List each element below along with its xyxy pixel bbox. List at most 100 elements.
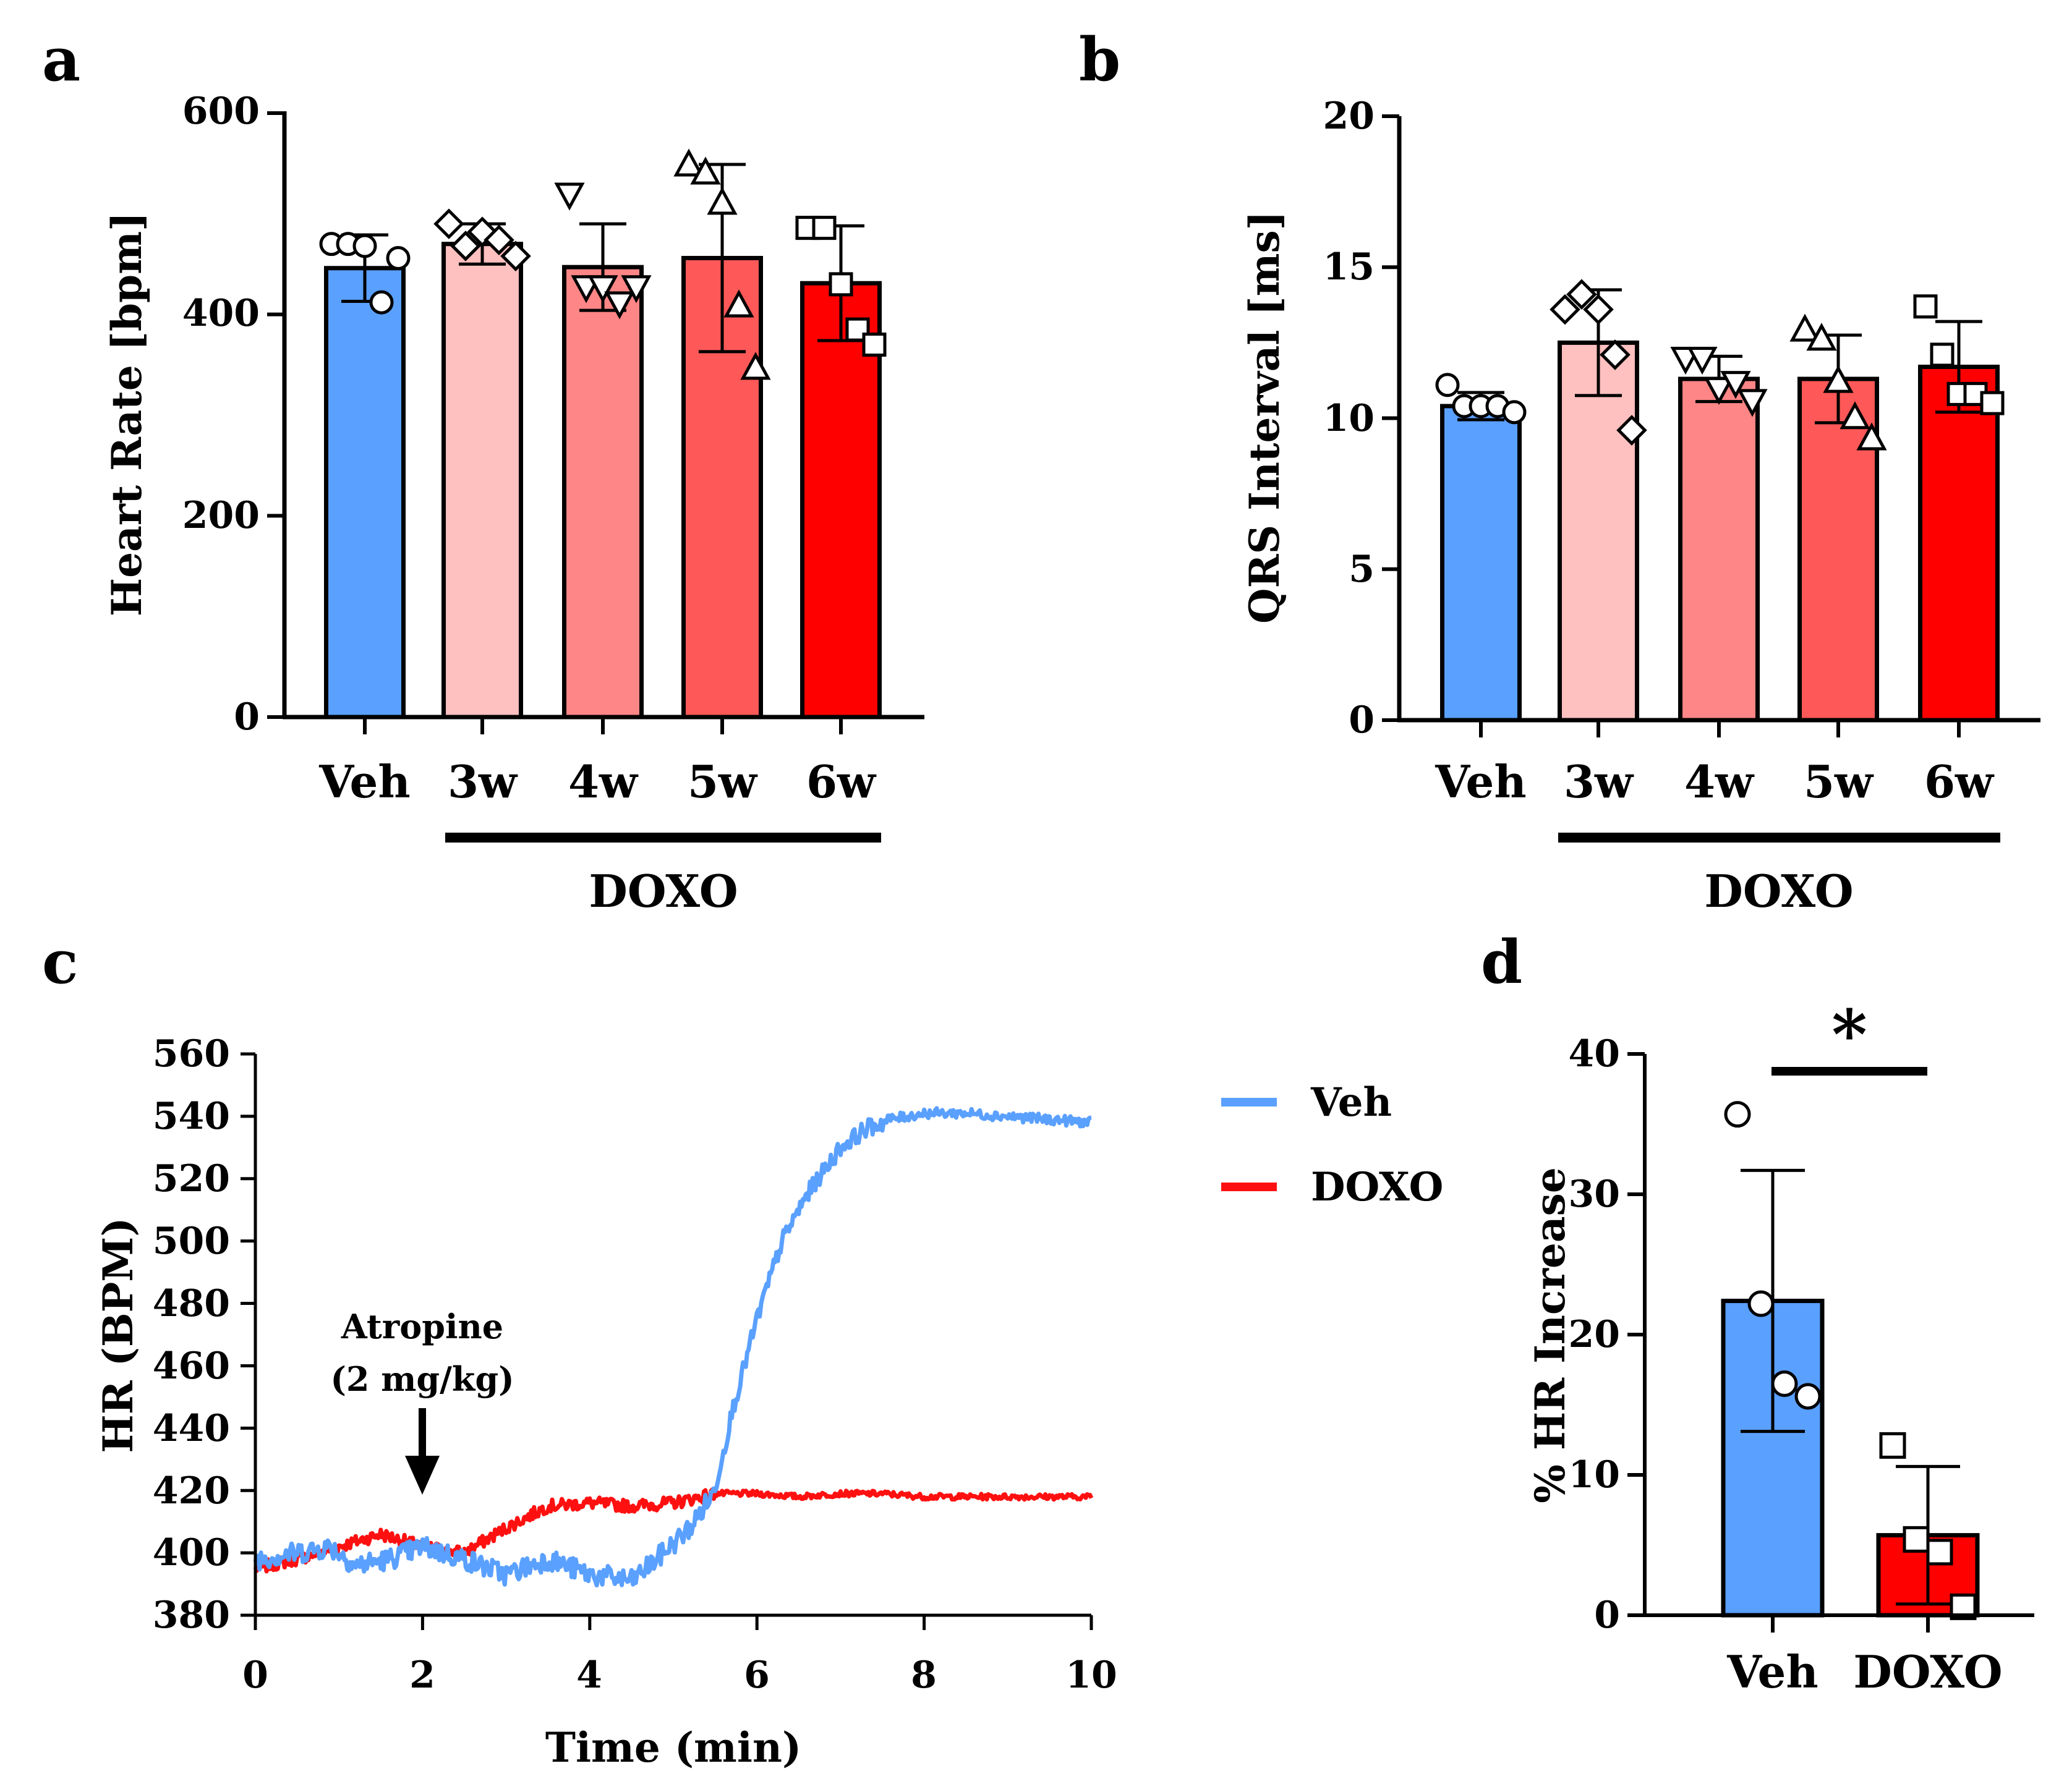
- panel-a-category-5w: 5w: [688, 755, 758, 808]
- d-point-veh-3: [1771, 1370, 1798, 1397]
- b-point-3w-5: [1616, 415, 1647, 446]
- a-bar-3w: [441, 242, 523, 720]
- b-point-3w-2: [1566, 279, 1597, 310]
- panel-a-category-3w: 3w: [448, 755, 518, 808]
- b-point-6w-2: [1930, 342, 1955, 367]
- panel-c-y-tick-560: 560: [153, 1032, 230, 1076]
- significance-star: *: [1831, 995, 1867, 1074]
- panel-c-x-tick-8: 8: [911, 1654, 937, 1697]
- panel-c-y-tick-400: 400: [153, 1531, 230, 1574]
- panel-c-y-tick-500: 500: [153, 1220, 230, 1263]
- b-point-4w-2: [1687, 347, 1718, 375]
- b-point-3w-3: [1583, 294, 1614, 325]
- panel-d-tick-label-40: 40: [1569, 1032, 1621, 1076]
- atropine-arrow: [405, 1408, 440, 1495]
- panel-b-category-5w: 5w: [1804, 755, 1874, 808]
- panel-c-series-doxo-line: [253, 1487, 1094, 1574]
- d-point-doxo-2: [1903, 1526, 1930, 1553]
- panel-d-category-doxo: DOXO: [1853, 1646, 2002, 1698]
- panel-a-category-veh: Veh: [318, 755, 410, 808]
- panel-b-category-3w: 3w: [1564, 755, 1634, 808]
- panel-c-y-tick-420: 420: [153, 1469, 230, 1513]
- panel-d-tick-label-0: 0: [1594, 1594, 1620, 1637]
- b-bar-5w: [1797, 376, 1879, 723]
- panel-c-x-tick-2: 2: [409, 1654, 435, 1697]
- a-point-5w-4: [723, 289, 754, 318]
- atropine-annotation-line1: Atropine: [341, 1307, 503, 1346]
- panel-c-x-tick-4: 4: [576, 1654, 602, 1697]
- panel-letter-a: a: [42, 25, 80, 95]
- panel-c-y-axis-title: HR (BPM): [94, 1217, 142, 1453]
- panel-d-tick-label-10: 10: [1569, 1453, 1621, 1497]
- panel-b-tick-label-10: 10: [1323, 397, 1375, 440]
- panel-a-tick-label-400: 400: [182, 292, 260, 335]
- panel-a-y-axis-title: Heart Rate [bpm]: [103, 212, 151, 617]
- panel-c-x-axis-title: Time (min): [545, 1723, 801, 1771]
- a-point-5w-3: [707, 187, 738, 215]
- a-point-veh-5: [386, 245, 411, 270]
- a-point-veh-3: [352, 234, 377, 258]
- b-point-veh-5: [1502, 400, 1527, 425]
- d-point-doxo-4: [1950, 1593, 1977, 1620]
- b-point-3w-1: [1550, 294, 1580, 325]
- panel-a-category-6w: 6w: [806, 755, 877, 808]
- b-point-5w-3: [1823, 365, 1854, 393]
- panel-c-x-tick-10: 10: [1065, 1654, 1117, 1697]
- panel-letter-d: d: [1481, 927, 1522, 997]
- legend-doxo-label: DOXO: [1311, 1164, 1443, 1210]
- panel-c-x-tick-6: 6: [744, 1654, 770, 1697]
- d-point-doxo-1: [1879, 1432, 1906, 1459]
- legend-veh-label: Veh: [1310, 1079, 1392, 1126]
- d-point-doxo-3: [1926, 1539, 1953, 1566]
- b-point-5w-4: [1840, 401, 1870, 430]
- panel-a-tick-label-200: 200: [182, 494, 260, 537]
- a-bar-4w: [562, 265, 644, 720]
- d-point-veh-4: [1794, 1383, 1822, 1410]
- panel-a-tick-label-0: 0: [234, 695, 260, 739]
- panel-b-qrs-interval-chart: 0 5 10 15 20 Veh 3w 4w 5w 6w DOXO QRS In…: [1240, 95, 2040, 917]
- panel-c-y-tick-520: 520: [153, 1157, 230, 1200]
- a-point-3w-2: [450, 231, 481, 261]
- b-point-4w-4: [1720, 371, 1751, 399]
- panel-c-y-tick-480: 480: [153, 1282, 230, 1325]
- b-point-6w-5: [1980, 391, 2005, 415]
- a-point-4w-5: [621, 275, 652, 304]
- a-bar-veh: [324, 266, 406, 720]
- b-point-4w-3: [1703, 376, 1734, 405]
- b-point-6w-1: [1913, 294, 1938, 319]
- panel-c-y-tick-460: 460: [153, 1344, 230, 1388]
- panel-d-hr-increase-chart: 0 10 20 30 40 Veh DOXO % HR Increase *: [1526, 995, 2034, 1698]
- a-point-5w-5: [740, 352, 771, 380]
- b-bar-3w: [1558, 340, 1639, 723]
- panel-c-series-veh-line: [253, 1106, 1093, 1587]
- panel-c-y-tick-540: 540: [153, 1095, 230, 1138]
- panel-letter-c: c: [42, 927, 78, 997]
- panel-c-y-tick-380: 380: [153, 1594, 230, 1637]
- panel-b-y-axis-title: QRS Interval [ms]: [1240, 211, 1289, 624]
- b-point-3w-4: [1600, 339, 1631, 370]
- panel-c-x-tick-0: 0: [242, 1654, 268, 1697]
- panel-b-category-veh: Veh: [1435, 755, 1526, 808]
- d-point-veh-1: [1724, 1101, 1751, 1128]
- panel-a-heart-rate-chart: 0 200 400 600 Veh 3w 4w 5w 6w DOXO Heart…: [103, 90, 924, 917]
- panel-b-tick-label-15: 15: [1323, 245, 1375, 289]
- b-point-5w-5: [1856, 422, 1887, 451]
- b-point-5w-1: [1789, 313, 1820, 342]
- panel-d-tick-label-30: 30: [1569, 1173, 1621, 1216]
- b-point-veh-1: [1435, 373, 1460, 397]
- panel-a-doxo-group-label: DOXO: [589, 865, 738, 917]
- a-point-5w-2: [690, 156, 721, 185]
- a-point-6w-5: [862, 333, 887, 357]
- panel-b-category-4w: 4w: [1684, 755, 1755, 808]
- panel-d-category-veh: Veh: [1726, 1646, 1818, 1698]
- a-point-3w-5: [500, 240, 531, 272]
- panel-b-category-6w: 6w: [1924, 755, 1995, 808]
- panel-a-category-4w: 4w: [568, 755, 639, 808]
- atropine-annotation-line2: (2 mg/kg): [330, 1359, 514, 1399]
- b-bar-6w: [1918, 364, 2000, 723]
- panel-b-doxo-group-label: DOXO: [1704, 865, 1853, 917]
- d-point-veh-2: [1747, 1290, 1775, 1317]
- b-point-5w-2: [1806, 323, 1837, 351]
- panel-a-tick-label-600: 600: [182, 90, 260, 133]
